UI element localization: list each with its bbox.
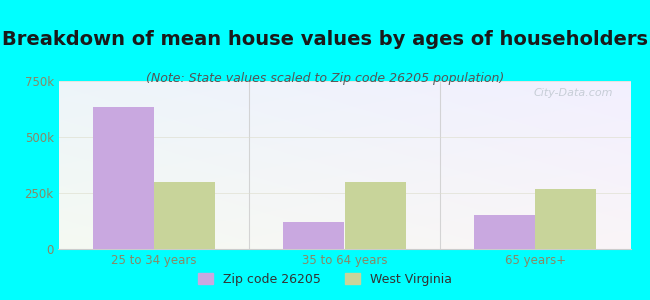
Bar — [535, 188, 596, 249]
Text: (Note: State values scaled to Zip code 26205 population): (Note: State values scaled to Zip code 2… — [146, 72, 504, 85]
Bar — [283, 222, 344, 249]
Text: City-Data.com: City-Data.com — [534, 88, 614, 98]
Bar — [93, 107, 154, 249]
Bar — [474, 215, 535, 249]
Text: Breakdown of mean house values by ages of householders: Breakdown of mean house values by ages o… — [2, 30, 648, 49]
Legend: Zip code 26205, West Virginia: Zip code 26205, West Virginia — [192, 268, 458, 291]
Bar — [154, 182, 215, 249]
Bar — [344, 182, 406, 249]
